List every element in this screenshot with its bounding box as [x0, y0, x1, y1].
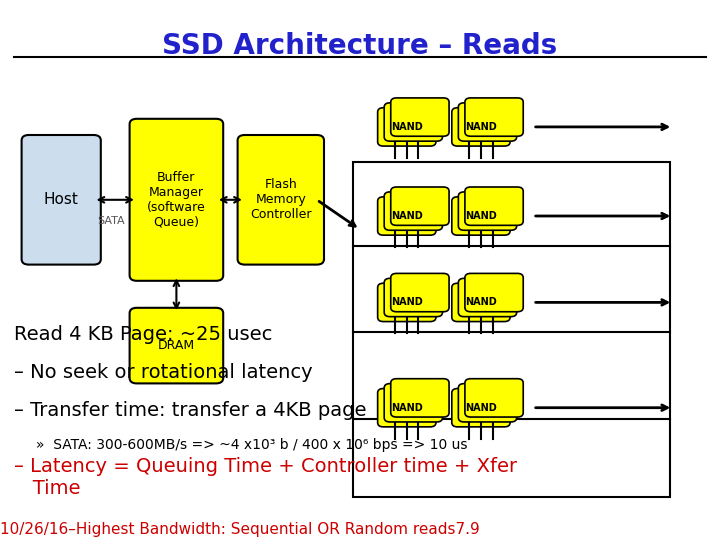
Text: DRAM: DRAM — [158, 339, 195, 352]
FancyBboxPatch shape — [384, 278, 443, 316]
FancyBboxPatch shape — [377, 108, 436, 146]
FancyBboxPatch shape — [130, 119, 223, 281]
FancyBboxPatch shape — [384, 383, 443, 422]
Text: SSD Architecture – Reads: SSD Architecture – Reads — [163, 32, 557, 60]
FancyBboxPatch shape — [391, 379, 449, 417]
FancyBboxPatch shape — [465, 273, 523, 312]
Text: NAND: NAND — [391, 403, 423, 413]
FancyBboxPatch shape — [459, 383, 517, 422]
FancyBboxPatch shape — [377, 283, 436, 322]
Text: NAND: NAND — [465, 298, 497, 307]
FancyBboxPatch shape — [238, 135, 324, 265]
Text: NAND: NAND — [391, 298, 423, 307]
FancyBboxPatch shape — [452, 197, 510, 235]
FancyBboxPatch shape — [465, 379, 523, 417]
FancyBboxPatch shape — [377, 389, 436, 427]
FancyBboxPatch shape — [452, 389, 510, 427]
Text: – No seek or rotational latency: – No seek or rotational latency — [14, 363, 313, 382]
Text: NAND: NAND — [391, 122, 423, 132]
FancyBboxPatch shape — [384, 192, 443, 230]
FancyBboxPatch shape — [384, 103, 443, 141]
FancyBboxPatch shape — [452, 108, 510, 146]
FancyBboxPatch shape — [465, 98, 523, 136]
Text: Host: Host — [44, 192, 78, 207]
FancyBboxPatch shape — [459, 278, 517, 316]
Text: Flash
Memory
Controller: Flash Memory Controller — [250, 178, 312, 221]
Text: – Transfer time: transfer a 4KB page: – Transfer time: transfer a 4KB page — [14, 401, 367, 420]
Text: – Latency = Queuing Time + Controller time + Xfer
   Time: – Latency = Queuing Time + Controller ti… — [14, 457, 518, 498]
FancyBboxPatch shape — [459, 103, 517, 141]
Bar — [353, 162, 670, 497]
FancyBboxPatch shape — [391, 98, 449, 136]
FancyBboxPatch shape — [459, 192, 517, 230]
Text: Buffer
Manager
(software
Queue): Buffer Manager (software Queue) — [147, 171, 206, 229]
Text: 10/26/16–Highest Bandwidth: Sequential OR Random reads7.9: 10/26/16–Highest Bandwidth: Sequential O… — [0, 522, 480, 537]
FancyBboxPatch shape — [130, 308, 223, 383]
Text: SATA: SATA — [97, 217, 125, 226]
FancyBboxPatch shape — [391, 273, 449, 312]
Text: Read 4 KB Page: ~25 usec: Read 4 KB Page: ~25 usec — [14, 325, 273, 345]
Text: NAND: NAND — [391, 211, 423, 221]
FancyBboxPatch shape — [391, 187, 449, 225]
FancyBboxPatch shape — [452, 283, 510, 322]
Text: NAND: NAND — [465, 403, 497, 413]
Text: NAND: NAND — [465, 122, 497, 132]
Text: NAND: NAND — [465, 211, 497, 221]
Text: »  SATA: 300-600MB/s => ~4 x10³ b / 400 x 10⁶ bps => 10 us: » SATA: 300-600MB/s => ~4 x10³ b / 400 x… — [36, 438, 467, 453]
FancyBboxPatch shape — [377, 197, 436, 235]
FancyBboxPatch shape — [465, 187, 523, 225]
FancyBboxPatch shape — [22, 135, 101, 265]
